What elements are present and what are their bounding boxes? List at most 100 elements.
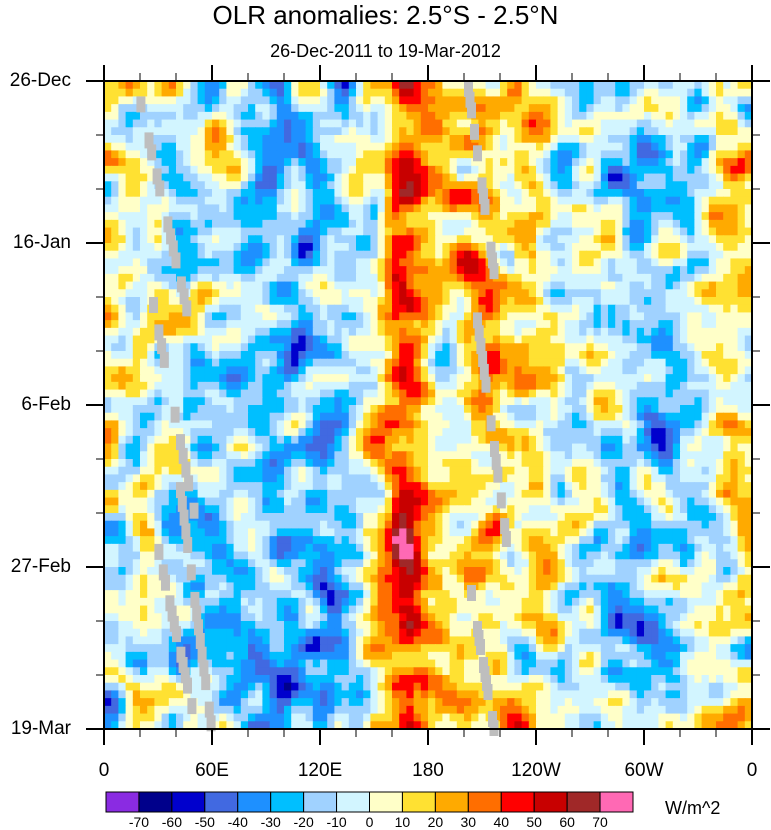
heatmap-cell [291, 119, 299, 128]
heatmap-cell [442, 389, 451, 398]
heatmap-cell [399, 119, 407, 128]
heatmap-cell [694, 158, 703, 167]
heatmap-cell [255, 111, 263, 121]
heatmap-cell [636, 320, 645, 329]
heatmap-cell [507, 104, 515, 113]
heatmap-cell [456, 212, 465, 221]
heatmap-cell [485, 327, 494, 337]
heatmap-cell [197, 104, 206, 113]
heatmap-cell [406, 289, 415, 298]
heatmap-cell [190, 250, 199, 260]
heatmap-cell [276, 412, 285, 422]
heatmap-cell [608, 351, 616, 360]
heatmap-cell [593, 212, 602, 221]
heatmap-cell [291, 243, 299, 252]
heatmap-cell [363, 374, 371, 383]
heatmap-cell [464, 297, 472, 306]
heatmap-cell [183, 312, 191, 321]
heatmap-cell [492, 104, 501, 113]
heatmap-cell [658, 366, 667, 375]
heatmap-cell [233, 351, 242, 360]
heatmap-cell [334, 266, 343, 275]
heatmap-cell [132, 142, 141, 152]
heatmap-cell [593, 412, 602, 422]
heatmap-cell [327, 150, 335, 159]
heatmap-cell [442, 466, 451, 476]
heatmap-cell [240, 389, 249, 398]
heatmap-cell [183, 104, 191, 113]
heatmap-cell [672, 196, 681, 206]
heatmap-cell [636, 420, 645, 429]
heatmap-cell [744, 189, 753, 198]
heatmap-cell [615, 489, 623, 499]
heatmap-cell [449, 88, 458, 98]
heatmap-cell [132, 212, 141, 221]
heatmap-cell [428, 273, 436, 283]
heatmap-cell [276, 405, 285, 414]
heatmap-cell [492, 428, 501, 437]
heatmap-cell [528, 405, 537, 414]
heatmap-cell [550, 474, 559, 483]
heatmap-cell [132, 397, 141, 406]
heatmap-cell [262, 428, 271, 437]
heatmap-cell [233, 81, 242, 90]
heatmap-cell [478, 466, 487, 476]
heatmap-cell [406, 135, 415, 144]
heatmap-cell [334, 420, 343, 429]
heatmap-cell [348, 235, 357, 244]
heatmap-cell [183, 397, 191, 406]
heatmap-cell [536, 181, 544, 190]
heatmap-cell [680, 150, 688, 159]
heatmap-cell [384, 351, 393, 360]
heatmap-cell [269, 258, 278, 267]
heatmap-cell [377, 459, 386, 468]
heatmap-cell [687, 389, 695, 398]
heatmap-cell [384, 96, 393, 105]
heatmap-cell [111, 165, 119, 175]
heatmap-cell [392, 111, 400, 121]
heatmap-cell [190, 466, 199, 476]
heatmap-cell [608, 312, 616, 321]
heatmap-cell [730, 435, 739, 445]
heatmap-cell [284, 320, 292, 329]
heatmap-cell [629, 405, 638, 414]
heatmap-cell [176, 327, 184, 337]
heatmap-cell [500, 81, 508, 90]
heatmap-cell [384, 250, 393, 260]
heatmap-cell [536, 104, 544, 113]
heatmap-cell [356, 281, 364, 290]
heatmap-cell [528, 273, 537, 283]
heatmap-cell [168, 281, 177, 290]
heatmap-cell [212, 81, 220, 90]
heatmap-cell [557, 250, 566, 260]
heatmap-cell [197, 497, 206, 506]
heatmap-cell [737, 351, 746, 360]
heatmap-cell [219, 158, 227, 167]
heatmap-cell [550, 88, 559, 98]
heatmap-cell [730, 165, 739, 175]
heatmap-cell [392, 219, 400, 229]
heatmap-cell [701, 281, 710, 290]
heatmap-cell [521, 150, 530, 159]
heatmap-cell [377, 405, 386, 414]
heatmap-cell [629, 389, 638, 398]
heatmap-cell [197, 482, 206, 491]
heatmap-cell [507, 158, 515, 167]
heatmap-cell [377, 381, 386, 391]
heatmap-cell [672, 150, 681, 159]
heatmap-cell [723, 489, 731, 499]
heatmap-cell [543, 258, 551, 267]
heatmap-cell [406, 189, 415, 198]
heatmap-cell [312, 243, 321, 252]
heatmap-cell [507, 497, 515, 506]
heatmap-cell [284, 81, 292, 90]
heatmap-cell [305, 405, 314, 414]
heatmap-cell [320, 505, 328, 514]
heatmap-cell [485, 173, 494, 182]
heatmap-cell [579, 158, 587, 167]
heatmap-cell [406, 412, 415, 422]
heatmap-cell [701, 135, 710, 144]
heatmap-cell [435, 335, 443, 344]
heatmap-cell [464, 482, 472, 491]
heatmap-cell [665, 358, 674, 368]
